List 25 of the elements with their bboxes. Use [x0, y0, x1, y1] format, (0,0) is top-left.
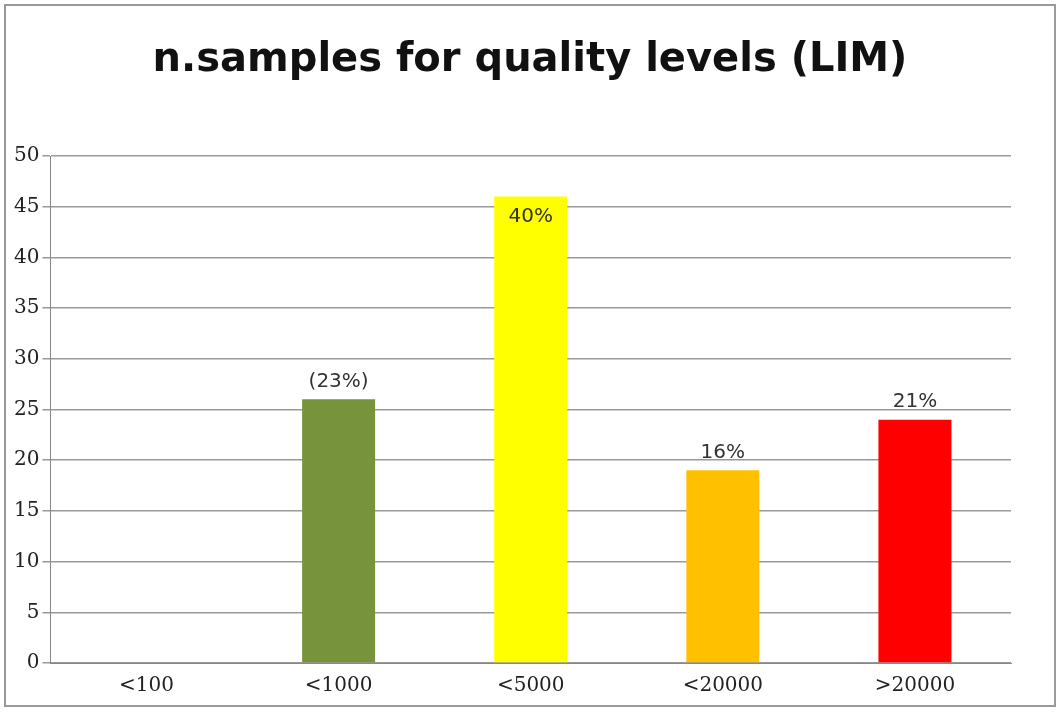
- y-tick-label: 30: [14, 345, 40, 369]
- chart-title: n.samples for quality levels (LIM): [151, 34, 909, 80]
- y-tick-label: 40: [14, 243, 40, 268]
- y-tick-label: 15: [14, 497, 40, 522]
- y-tick-label: 50: [14, 142, 40, 167]
- bar: [494, 196, 568, 663]
- x-tick-label: >20000: [874, 672, 956, 697]
- annotation: 40%: [508, 202, 553, 227]
- x-tick-label: <5000: [496, 672, 565, 697]
- y-tick-label: 5: [26, 598, 40, 623]
- annotation: 21%: [892, 387, 938, 412]
- y-tick-label: 10: [14, 547, 40, 572]
- annotation: 16%: [700, 438, 746, 463]
- x-tick-label: <20000: [682, 672, 764, 697]
- y-tick-label: 20: [14, 446, 40, 471]
- x-tick-label: <1000: [304, 672, 373, 697]
- bar: [686, 470, 760, 663]
- bar: [878, 419, 952, 663]
- x-tick-label: <100: [119, 672, 174, 697]
- y-tick-label: 45: [14, 192, 40, 217]
- annotation: (23%): [308, 367, 369, 392]
- y-tick-label: 0: [26, 649, 40, 674]
- y-tick-label: 35: [14, 294, 40, 319]
- y-tick-label: 25: [14, 395, 40, 420]
- bar: [302, 399, 376, 663]
